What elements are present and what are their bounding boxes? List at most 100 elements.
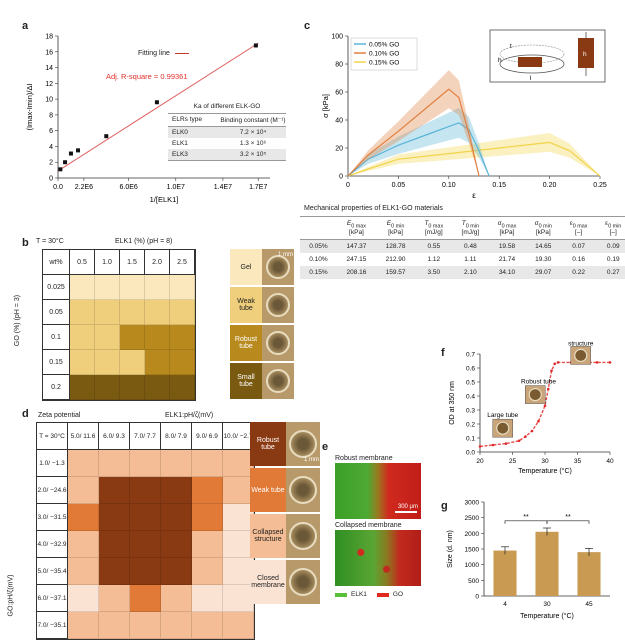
- elk-legend-label: ELK1: [351, 591, 367, 598]
- grid-row-header: 0.2: [43, 375, 70, 400]
- ka-row: ELK1 1.3 × 10⁶: [168, 138, 286, 149]
- y-tick-label: 0.5: [466, 380, 475, 387]
- inset-label: h: [498, 57, 502, 64]
- y-tick-label: 2500: [465, 515, 480, 522]
- phase-legend-item: Weak tube: [230, 287, 294, 323]
- od-point: [531, 430, 534, 433]
- data-point: [104, 134, 108, 138]
- grid-cell: [68, 558, 99, 585]
- grid-col-header: 2.0: [145, 250, 170, 275]
- od-point: [547, 388, 550, 391]
- bar: [493, 551, 516, 596]
- od-point: [537, 420, 540, 423]
- grid-cell: [95, 375, 120, 400]
- grid-cell: [130, 504, 161, 531]
- grid-cell: [161, 585, 192, 612]
- sig-label: **: [523, 514, 529, 521]
- grid-cell: [145, 300, 170, 325]
- x-axis-label: ε: [472, 191, 476, 200]
- grid-col-header: 9.0/ 6.9: [192, 423, 223, 450]
- grid-cell: [95, 350, 120, 375]
- panel-b: T = 30°C ELK1 (%) (pH = 8) GO (%) (pH = …: [20, 235, 295, 395]
- panel-label-e: e: [322, 441, 328, 453]
- x-tick-label: 0.15: [492, 182, 506, 189]
- grid-col-header: 8.0/ 7.9: [161, 423, 192, 450]
- od-point: [553, 363, 556, 366]
- zeta-legend-label: Robust tube: [250, 422, 286, 466]
- grid-cell: [130, 477, 161, 504]
- grid-row: 7.0/ −35.1: [37, 612, 254, 639]
- mech-header: E0 max[kPa]: [337, 217, 376, 240]
- grid-cell: [192, 585, 223, 612]
- mech-cell: 19.30: [526, 253, 561, 266]
- zeta-header: ELK1:pH/ζ(mV): [165, 412, 213, 419]
- y-tick-label: 0.0: [466, 450, 475, 457]
- mech-cell: 128.78: [376, 240, 415, 254]
- x-tick-label: 20: [476, 458, 484, 465]
- grid-row: 3.0/ −31.5: [37, 504, 254, 531]
- zeta-legend-item: Closed membrane: [250, 560, 320, 604]
- grid-cell: [223, 612, 254, 639]
- y-tick-label: 16: [45, 49, 53, 56]
- grid-cell: [68, 612, 99, 639]
- phase-legend-label: Robust tube: [230, 325, 262, 361]
- y-tick-label: 14: [45, 65, 53, 72]
- grid-row-header: 0.15: [43, 350, 70, 375]
- data-point: [155, 100, 159, 104]
- od-point: [518, 440, 521, 443]
- grid-cell: [120, 325, 145, 350]
- grid-col-header: 7.0/ 7.7: [130, 423, 161, 450]
- x-tick-label: 0.20: [543, 182, 557, 189]
- od-point: [479, 445, 482, 448]
- zeta-legend-item: Weak tube: [250, 468, 320, 512]
- inset-label: t: [510, 43, 512, 50]
- grid-cell: [170, 275, 195, 300]
- inset-ring: [497, 422, 509, 434]
- od-point: [557, 361, 560, 364]
- state-label: Robust tube: [521, 379, 556, 386]
- membrane-legend: ELK1 GO: [335, 591, 421, 598]
- zeta-legend-label: Closed membrane: [250, 560, 286, 604]
- phase-legend-item: Small tube: [230, 363, 294, 399]
- mech-cell: 19.58: [488, 240, 525, 254]
- phase-legend-item: Robust tube: [230, 325, 294, 361]
- go-legend-label: GO: [393, 591, 403, 598]
- grid-cell: [130, 450, 161, 477]
- mech-cell: 34.10: [488, 266, 525, 279]
- mech-cell: 0.55: [415, 240, 452, 254]
- mech-header: ε0 max[–]: [561, 217, 597, 240]
- y-tick-label: 4: [49, 144, 53, 151]
- tube-ring: [289, 430, 317, 458]
- od-point: [524, 435, 527, 438]
- bar: [577, 552, 600, 596]
- mech-header: σ0 max[kPa]: [488, 217, 525, 240]
- y-tick-label: 18: [45, 34, 53, 41]
- x-axis-label: 1/[ELK1]: [150, 195, 179, 204]
- y-tick-label: 0.7: [466, 352, 475, 359]
- tube-photo: [286, 514, 320, 558]
- ka-value: 7.2 × 10⁴: [220, 129, 286, 136]
- y-tick-label: 0.1: [466, 436, 475, 443]
- scale-label: 1 mm: [278, 252, 293, 258]
- grid-row: 2.0/ −24.6: [37, 477, 254, 504]
- mech-cell: 0.27: [596, 266, 625, 279]
- grid-cell: [68, 504, 99, 531]
- ka-row: ELK0 7.2 × 10⁴: [168, 127, 286, 138]
- grid-cell: [161, 477, 192, 504]
- grid-cell: [170, 350, 195, 375]
- grid-row-header: 5.0/ −35.4: [37, 558, 68, 585]
- x-tick-label: 35: [574, 458, 582, 465]
- mech-cell: 0.09: [596, 240, 625, 254]
- data-point: [254, 43, 258, 47]
- legend-label: 0.05% GO: [369, 42, 399, 49]
- grid-col-header: 5.0/ 11.6: [68, 423, 99, 450]
- grid-cell: [130, 612, 161, 639]
- grid-row: 0.025: [43, 275, 195, 300]
- mech-cell: 2.10: [452, 266, 488, 279]
- y-tick-label: 6: [49, 128, 53, 135]
- grid-cell: [192, 531, 223, 558]
